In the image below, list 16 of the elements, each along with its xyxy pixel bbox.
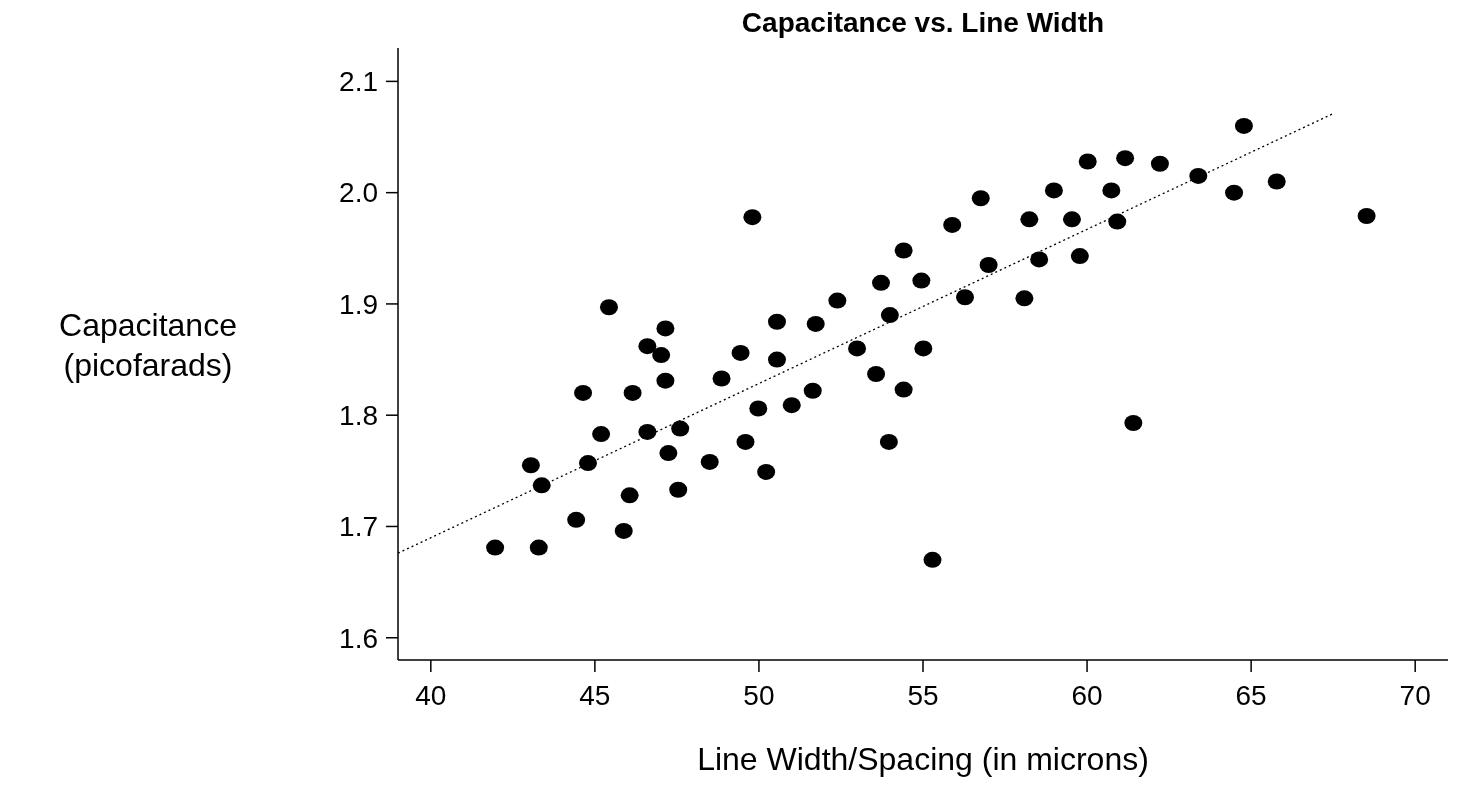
y-tick-label: 1.6: [339, 622, 378, 654]
y-axis-title: Capacitance (picofarads): [59, 307, 237, 383]
x-tick-label: 45: [579, 680, 611, 711]
y-tick-label: 2.1: [339, 66, 378, 98]
chart-title: Capacitance vs. Line Width: [741, 7, 1105, 38]
y-tick-label: 1.7: [339, 511, 378, 543]
x-tick-label: 55: [907, 680, 939, 711]
y-tick-label: 2.0: [339, 177, 378, 209]
y-tick-label: 1.8: [339, 400, 378, 431]
x-tick-label: 70: [1399, 680, 1431, 711]
x-tick-label: 50: [743, 680, 775, 711]
x-axis-title: Line Width/Spacing (in microns): [697, 741, 1149, 777]
x-tick-label: 60: [1071, 680, 1103, 711]
x-tick-label: 40: [415, 680, 447, 711]
x-tick-label: 65: [1235, 680, 1267, 711]
y-tick-label: 1.9: [339, 288, 378, 320]
